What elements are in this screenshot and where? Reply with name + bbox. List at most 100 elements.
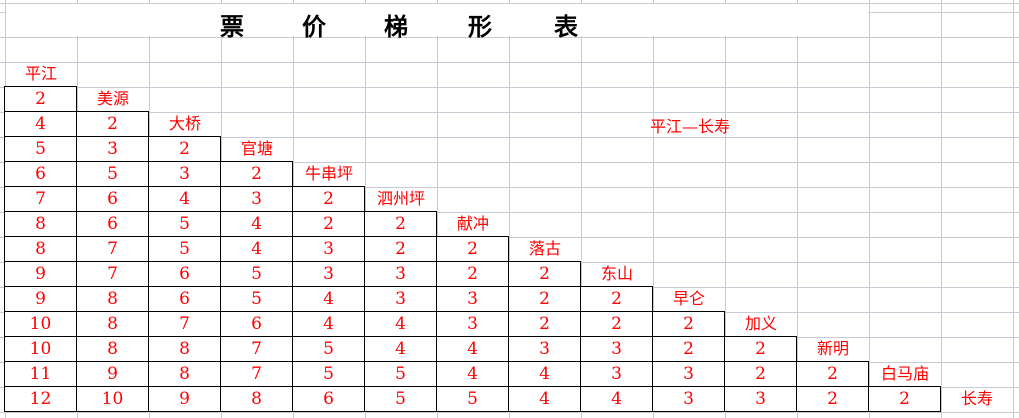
fare-cell[interactable]: 5 [436,386,509,412]
fare-cell[interactable]: 2 [508,261,581,287]
fare-cell[interactable]: 12 [4,386,77,412]
fare-cell[interactable]: 4 [436,336,509,362]
fare-cell[interactable]: 2 [868,386,941,412]
fare-cell[interactable]: 5 [364,386,437,412]
fare-cell[interactable]: 2 [4,86,77,112]
fare-cell[interactable]: 8 [76,286,149,312]
fare-cell[interactable]: 2 [508,286,581,312]
fare-cell[interactable]: 5 [148,211,221,237]
fare-cell[interactable]: 6 [76,186,149,212]
station-label[interactable]: 早仑 [672,289,705,308]
fare-cell[interactable]: 3 [724,386,797,412]
fare-cell[interactable]: 3 [292,236,365,262]
fare-cell[interactable]: 8 [76,336,149,362]
fare-cell[interactable]: 3 [220,186,293,212]
fare-cell[interactable]: 3 [580,361,653,387]
fare-cell[interactable]: 2 [148,136,221,162]
title-cell[interactable] [6,4,868,36]
fare-cell[interactable]: 2 [796,386,869,412]
fare-cell[interactable]: 4 [4,111,77,137]
fare-cell[interactable]: 8 [76,311,149,337]
fare-cell[interactable]: 2 [364,211,437,237]
fare-cell[interactable]: 8 [220,386,293,412]
fare-cell[interactable]: 3 [436,286,509,312]
fare-cell[interactable]: 3 [652,386,725,412]
fare-cell[interactable]: 5 [292,361,365,387]
fare-cell[interactable]: 7 [148,311,221,337]
fare-cell[interactable]: 2 [76,111,149,137]
fare-cell[interactable]: 4 [292,286,365,312]
fare-cell[interactable]: 6 [4,161,77,187]
fare-cell[interactable]: 2 [580,311,653,337]
fare-cell[interactable]: 4 [508,361,581,387]
fare-cell[interactable]: 7 [220,336,293,362]
station-label[interactable]: 新明 [816,339,849,358]
station-label[interactable]: 美源 [96,89,129,108]
fare-cell[interactable]: 4 [292,311,365,337]
fare-cell[interactable]: 6 [148,286,221,312]
fare-cell[interactable]: 9 [148,386,221,412]
station-label[interactable]: 大桥 [168,114,201,133]
fare-cell[interactable]: 6 [76,211,149,237]
fare-cell[interactable]: 3 [364,261,437,287]
station-label[interactable]: 献冲 [456,214,489,233]
fare-cell[interactable]: 2 [508,311,581,337]
fare-cell[interactable]: 4 [436,361,509,387]
fare-cell[interactable]: 2 [652,311,725,337]
fare-cell[interactable]: 5 [148,236,221,262]
station-label[interactable]: 牛串坪 [304,164,353,183]
fare-cell[interactable]: 3 [364,286,437,312]
fare-cell[interactable]: 10 [76,386,149,412]
fare-cell[interactable]: 7 [4,186,77,212]
fare-cell[interactable]: 8 [4,211,77,237]
fare-cell[interactable]: 3 [436,311,509,337]
fare-cell[interactable]: 2 [652,336,725,362]
fare-cell[interactable]: 2 [364,236,437,262]
station-label[interactable]: 泗州坪 [376,189,425,208]
fare-cell[interactable]: 7 [76,236,149,262]
fare-cell[interactable]: 2 [292,211,365,237]
fare-cell[interactable]: 8 [148,361,221,387]
station-label[interactable]: 官塘 [240,139,273,158]
fare-cell[interactable]: 3 [508,336,581,362]
fare-cell[interactable]: 7 [76,261,149,287]
fare-cell[interactable]: 3 [148,161,221,187]
fare-cell[interactable]: 11 [4,361,77,387]
fare-cell[interactable]: 5 [4,136,77,162]
fare-cell[interactable]: 2 [292,186,365,212]
fare-cell[interactable]: 9 [4,286,77,312]
fare-cell[interactable]: 2 [724,361,797,387]
station-label[interactable]: 白马庙 [880,364,929,383]
station-label[interactable]: 东山 [600,264,633,283]
fare-cell[interactable]: 2 [796,361,869,387]
fare-cell[interactable]: 5 [220,286,293,312]
fare-cell[interactable]: 10 [4,336,77,362]
fare-cell[interactable]: 2 [436,236,509,262]
fare-cell[interactable]: 7 [220,361,293,387]
fare-cell[interactable]: 3 [292,261,365,287]
fare-cell[interactable]: 8 [148,336,221,362]
fare-cell[interactable]: 4 [148,186,221,212]
station-label[interactable]: 平江 [24,64,57,83]
fare-cell[interactable]: 4 [220,236,293,262]
fare-cell[interactable]: 5 [292,336,365,362]
fare-cell[interactable]: 2 [436,261,509,287]
fare-cell[interactable]: 3 [580,336,653,362]
station-label[interactable]: 加义 [744,314,777,333]
fare-cell[interactable]: 4 [508,386,581,412]
fare-cell[interactable]: 4 [220,211,293,237]
fare-cell[interactable]: 10 [4,311,77,337]
fare-cell[interactable]: 4 [364,311,437,337]
fare-cell[interactable]: 6 [148,261,221,287]
fare-cell[interactable]: 3 [652,361,725,387]
fare-cell[interactable]: 6 [220,311,293,337]
fare-cell[interactable]: 4 [364,336,437,362]
fare-cell[interactable]: 5 [76,161,149,187]
fare-cell[interactable]: 5 [220,261,293,287]
fare-cell[interactable]: 8 [4,236,77,262]
fare-cell[interactable]: 4 [580,386,653,412]
fare-cell[interactable]: 2 [580,286,653,312]
fare-cell[interactable]: 9 [4,261,77,287]
fare-cell[interactable]: 3 [76,136,149,162]
fare-cell[interactable]: 5 [364,361,437,387]
